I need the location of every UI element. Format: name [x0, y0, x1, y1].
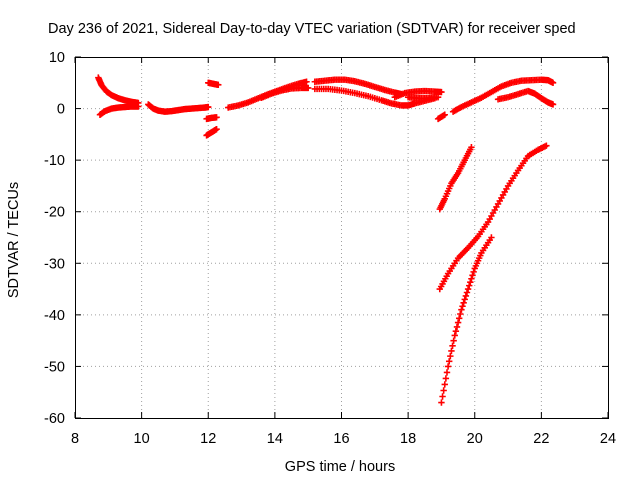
data-point — [456, 315, 463, 322]
data-series-arc-3 — [145, 101, 212, 115]
chart-title: Day 236 of 2021, Sidereal Day-to-day VTE… — [48, 21, 576, 37]
data-point — [439, 393, 446, 400]
data-series-arc-4 — [205, 79, 222, 89]
data-series-arc-5 — [203, 114, 220, 123]
data-series-arc-9 — [311, 76, 405, 98]
y-tick-label: -40 — [44, 308, 65, 324]
data-point — [549, 79, 557, 86]
data-point — [451, 332, 458, 339]
data-points — [95, 74, 557, 406]
data-series-arc-17 — [436, 142, 550, 293]
data-point — [467, 278, 474, 286]
data-point — [452, 327, 460, 335]
y-tick-label: -10 — [44, 153, 65, 169]
x-tick-label: 20 — [467, 431, 483, 447]
y-tick-label: 10 — [49, 50, 65, 66]
data-series-arc-10 — [311, 85, 438, 109]
data-point — [460, 299, 467, 307]
data-point — [449, 342, 456, 349]
data-series-arc-8 — [258, 84, 312, 101]
data-point — [459, 303, 466, 310]
data-point — [463, 289, 471, 296]
data-point — [465, 282, 473, 289]
data-point — [448, 347, 455, 355]
data-series-arc-11 — [391, 87, 445, 101]
data-series-arc-6 — [203, 126, 220, 139]
data-point — [470, 268, 477, 276]
data-point — [441, 111, 448, 118]
data-series-arc-2 — [96, 103, 142, 118]
data-point — [441, 381, 448, 388]
x-tick-label: 18 — [400, 431, 416, 447]
data-series-arc-15 — [494, 87, 557, 108]
data-point — [454, 319, 462, 326]
y-tick-label: 0 — [57, 102, 65, 118]
data-point — [447, 352, 454, 360]
data-point — [488, 234, 495, 241]
y-axis-label: SDTVAR / TECUs — [6, 182, 22, 298]
data-point — [446, 358, 453, 365]
data-point — [215, 81, 222, 89]
data-point — [438, 399, 445, 406]
data-point — [469, 272, 476, 279]
data-point — [213, 114, 220, 121]
data-point — [458, 306, 465, 313]
data-point — [440, 387, 447, 394]
data-point — [468, 144, 475, 151]
data-point — [461, 296, 468, 303]
x-tick-label: 10 — [134, 431, 150, 447]
data-series-arc-12 — [404, 94, 442, 102]
data-series-arc-1 — [95, 74, 142, 107]
x-tick-label: 16 — [333, 431, 349, 447]
x-tick-label: 8 — [71, 431, 79, 447]
data-point — [462, 292, 470, 300]
data-point — [205, 103, 212, 111]
x-tick-label: 14 — [267, 431, 283, 447]
data-point — [543, 142, 550, 149]
data-point — [453, 323, 461, 331]
x-tick-label: 12 — [200, 431, 216, 447]
data-point — [135, 103, 142, 110]
data-point — [444, 363, 452, 370]
data-point — [213, 126, 220, 133]
data-point — [443, 369, 451, 376]
x-tick-label: 22 — [533, 431, 549, 447]
data-point — [450, 337, 457, 344]
data-point — [442, 375, 450, 382]
data-point — [457, 310, 464, 318]
y-tick-label: -20 — [44, 205, 65, 221]
data-point — [468, 275, 475, 282]
data-point — [464, 285, 472, 293]
data-series-arc-18 — [438, 234, 495, 406]
data-point — [549, 101, 557, 108]
data-series-arc-13 — [434, 111, 448, 123]
data-point — [304, 84, 312, 92]
data-series-arc-16 — [436, 144, 475, 213]
data-point — [434, 94, 442, 101]
x-axis-label: GPS time / hours — [285, 459, 395, 475]
x-tick-label: 24 — [600, 431, 616, 447]
axis-ticks: 8 10 12 14 16 18 20 22 24 10 0 -10 -20 -30 -40 -50 -60 — [44, 50, 616, 447]
y-tick-label: -50 — [44, 359, 65, 375]
y-tick-label: -60 — [44, 411, 65, 427]
data-series-arc-14 — [449, 76, 557, 115]
data-point — [303, 78, 310, 85]
data-point — [438, 88, 445, 96]
y-tick-label: -30 — [44, 256, 65, 272]
